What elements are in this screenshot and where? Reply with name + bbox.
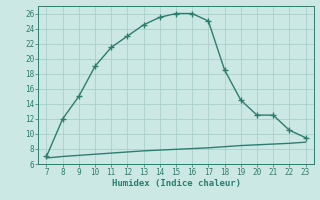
X-axis label: Humidex (Indice chaleur): Humidex (Indice chaleur) [111, 179, 241, 188]
